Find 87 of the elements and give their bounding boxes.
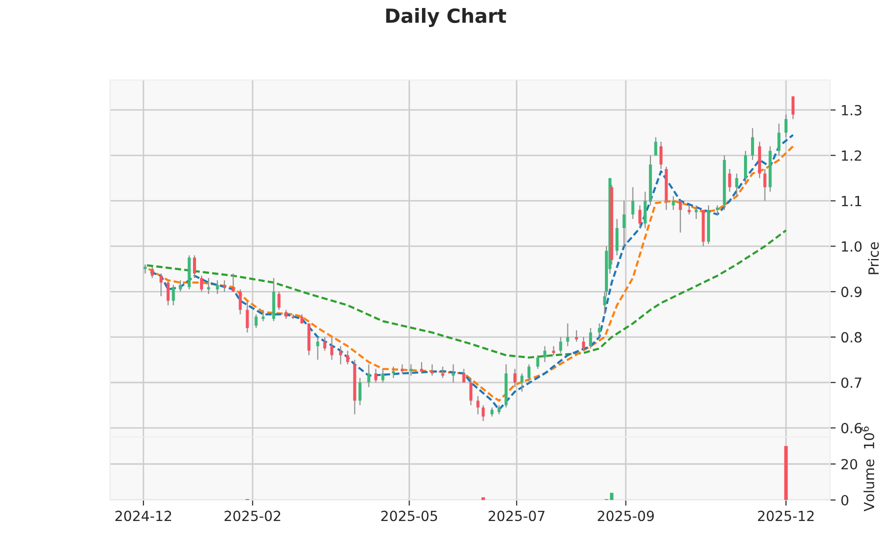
candlestick: [566, 322, 570, 347]
candlestick: [615, 218, 618, 256]
y-tick-label: 20: [841, 458, 858, 470]
y-axis-title: Price: [868, 242, 879, 274]
y-tick-label: 1.0: [842, 241, 862, 252]
bar: [784, 446, 788, 500]
candlestick: [735, 173, 738, 197]
y-tick-label: 1.3: [842, 104, 862, 116]
candlestick: [232, 272, 235, 292]
candlestick: [178, 280, 182, 292]
candlestick: [172, 284, 175, 306]
candlestick: [166, 280, 170, 306]
candlestick: [207, 277, 210, 294]
candlestick: [631, 186, 634, 220]
x-tick-label: 2025-09: [598, 510, 654, 522]
candlestick: [193, 254, 196, 279]
candlestick: [430, 364, 434, 376]
candlestick: [469, 377, 472, 406]
candlestick: [654, 136, 658, 156]
y-tick-label: 0.9: [841, 286, 862, 298]
candlestick: [744, 150, 747, 184]
candlestick: [144, 264, 147, 274]
candlestick: [728, 168, 732, 192]
candlestick: [777, 123, 780, 156]
candlestick: [552, 346, 556, 356]
candlestick: [536, 354, 540, 370]
y-tick-label: 0: [841, 494, 848, 506]
x-tick-label: 2025-07: [488, 510, 544, 522]
candlestick: [254, 314, 258, 329]
candlestick: [513, 368, 516, 388]
candlestick: [262, 309, 265, 322]
candlestick: [660, 141, 662, 170]
candlestick: [575, 330, 578, 342]
candlestick: [346, 350, 350, 365]
candlestick: [482, 404, 485, 422]
candlestick: [644, 191, 647, 229]
candlestick: [316, 336, 320, 360]
y-tick-label: 1.2: [842, 150, 862, 161]
candlestick: [520, 372, 524, 392]
candlestick: [751, 128, 754, 160]
y-tick-label: 0.8: [841, 332, 862, 343]
y-axis-title: Volume 10$^{6}$: [862, 426, 874, 512]
candlestick: [589, 327, 592, 349]
candlestick: [284, 309, 288, 320]
candlestick: [559, 336, 562, 354]
candlestick: [246, 300, 249, 334]
candlestick: [498, 404, 501, 415]
candlestick: [678, 200, 682, 234]
candlestick: [490, 406, 494, 418]
chart-title: Daily Chart: [386, 8, 506, 27]
line-series: [146, 229, 788, 359]
x-tick-label: 2024-12: [115, 510, 172, 522]
candlestick: [238, 288, 242, 315]
candlestick: [358, 377, 362, 406]
x-tick-label: 2025-02: [224, 510, 280, 522]
candlestick: [339, 346, 342, 365]
y-tick-label: 0.6: [841, 422, 862, 434]
candlestick: [278, 291, 280, 310]
candlestick: [622, 200, 626, 247]
candlestick: [330, 336, 334, 360]
candlestick: [323, 336, 326, 352]
candlestick: [543, 346, 546, 363]
candlestick: [672, 196, 675, 210]
candlestick: [527, 364, 530, 384]
candlestick: [598, 322, 601, 338]
x-tick-label: 2025-12: [758, 510, 814, 522]
bar: [481, 497, 485, 500]
candlestick: [374, 368, 378, 384]
candlestick: [367, 364, 370, 388]
bar: [610, 492, 614, 500]
candlestick: [763, 168, 766, 202]
y-tick-label: 1.1: [842, 196, 862, 206]
candlestick: [300, 314, 304, 324]
candlestick: [716, 204, 719, 215]
candlestick: [200, 275, 204, 292]
candlestick: [784, 114, 788, 138]
candlestick: [582, 336, 586, 352]
candlestick: [216, 280, 219, 294]
candlestick: [462, 368, 466, 384]
candlestick: [160, 272, 163, 297]
y-tick-label: 0.7: [841, 377, 862, 388]
candlestick: [476, 396, 480, 415]
x-tick-label: 2025-05: [381, 510, 438, 522]
candlestick: [381, 368, 384, 384]
candlestick: [392, 366, 395, 379]
candlestick: [792, 96, 795, 120]
candlestick: [638, 204, 642, 229]
